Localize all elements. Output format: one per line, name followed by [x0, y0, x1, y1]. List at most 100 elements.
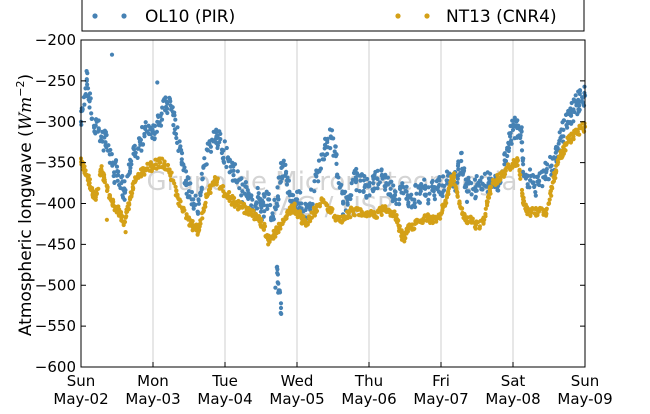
data-point-1-fill-719 [530, 207, 535, 212]
data-point-0-111 [510, 127, 516, 132]
data-point-0-76 [371, 181, 376, 186]
data-point-0-fill-257 [238, 177, 243, 182]
data-point-1-fill-334 [280, 217, 285, 222]
data-point-0-fill-82 [128, 165, 133, 170]
data-point-0-fill-191 [196, 198, 201, 203]
legend-marker-ol10-b [121, 13, 127, 19]
data-point-0-fill-10 [82, 102, 87, 107]
data-point-1-fill-759 [553, 175, 558, 181]
data-point-0-fill-135 [167, 95, 172, 100]
data-point-1-fill-785 [564, 141, 570, 146]
data-point-0-fill-255 [239, 193, 244, 198]
data-point-0-fill-521 [417, 191, 422, 196]
data-point-1-fill-555 [430, 220, 435, 226]
data-point-0-fill-67 [120, 193, 125, 198]
data-point-0-fill-289 [261, 200, 266, 205]
data-point-1-fill-761 [554, 169, 559, 174]
data-point-0-fill-378 [319, 152, 324, 157]
data-point-0-fill-552 [441, 174, 446, 179]
data-point-0-fill-651 [502, 158, 507, 163]
data-point-1-fill-363 [302, 217, 307, 222]
data-point-1-fill-359 [297, 209, 302, 215]
data-point-1-137 [123, 230, 128, 235]
data-point-0-fill-125 [156, 114, 161, 119]
y-tick-label-2: −300 [35, 113, 76, 131]
data-point-0-fill-119 [152, 136, 157, 141]
data-point-1-fill-175 [175, 192, 180, 197]
data-point-0-fill-577 [456, 159, 461, 164]
data-point-1-fill-59 [105, 184, 110, 190]
data-point-1-fill-6 [82, 164, 87, 169]
data-point-0-fill-332 [284, 182, 290, 187]
data-point-1-fill-605 [459, 206, 465, 211]
data-point-1-fill-458 [369, 208, 374, 214]
data-point-1-fill-718 [528, 213, 533, 218]
data-point-1-fill-329 [276, 226, 281, 231]
data-point-1-fill-172 [172, 181, 177, 186]
data-point-0-fill-103 [142, 134, 147, 139]
data-point-1-fill-381 [312, 213, 317, 218]
data-point-0-fill-172 [184, 183, 189, 188]
data-point-0-96 [456, 167, 461, 172]
data-point-1-fill-669 [500, 169, 505, 174]
data-point-1-fill-349 [292, 201, 297, 206]
data-point-0-fill-730 [544, 169, 549, 174]
data-point-1-fill-442 [356, 212, 361, 218]
data-point-1-fill-30 [94, 187, 99, 192]
data-point-0-fill-529 [426, 201, 431, 206]
data-point-1-fill-771 [559, 155, 564, 160]
data-point-0-fill-321 [279, 165, 284, 170]
data-point-1-fill-395 [321, 199, 326, 204]
data-point-0-fill-728 [545, 162, 550, 167]
x-tick-day-5: Fri [432, 372, 450, 390]
data-point-1-fill-639 [483, 211, 488, 217]
data-point-0-fill-167 [183, 169, 189, 174]
data-point-1-fill-575 [443, 198, 448, 203]
data-point-1-fill-179 [177, 197, 182, 202]
data-point-1-fill-324 [276, 230, 281, 235]
data-point-0-fill-451 [367, 184, 372, 189]
data-point-0-fill-772 [568, 111, 574, 116]
data-point-0-fill-551 [436, 189, 442, 194]
data-point-0-fill-441 [362, 174, 367, 179]
data-point-0-fill-453 [367, 193, 372, 198]
data-point-0-fill-528 [426, 197, 431, 202]
data-point-1-fill-643 [485, 199, 490, 204]
data-point-0-fill-100 [138, 137, 143, 142]
data-point-0-fill-808 [278, 305, 284, 311]
data-point-0-fill-274 [250, 197, 255, 202]
legend: OL10 (PIR) NT13 (CNR4) [81, 0, 585, 32]
data-point-1-fill-95 [122, 219, 128, 225]
data-point-1-fill-460 [369, 212, 374, 217]
data-point-0-fill-63 [115, 173, 121, 178]
data-point-1-fill-262 [232, 204, 237, 209]
data-point-1-fill-749 [548, 191, 553, 196]
data-point-0-fill-75 [122, 197, 127, 202]
data-point-0-fill-148 [172, 113, 177, 118]
data-point-0-fill-487 [393, 189, 398, 194]
data-point-0-fill-77 [122, 186, 127, 191]
data-point-0-fill-601 [469, 192, 474, 197]
data-point-0-fill-771 [569, 100, 574, 106]
data-point-1-fill-640 [483, 206, 488, 211]
data-point-0-fill-665 [508, 131, 513, 136]
data-point-0-fill-395 [328, 146, 333, 151]
data-point-0-fill-514 [412, 201, 417, 206]
data-point-0-fill-748 [557, 138, 562, 143]
data-point-0-fill-512 [413, 204, 418, 210]
data-point-0-fill-460 [375, 186, 380, 191]
data-point-1-fill-170 [174, 188, 179, 193]
data-point-0-fill-145 [171, 123, 176, 128]
data-point-1-fill-111 [131, 186, 136, 191]
data-point-0-fill-179 [187, 194, 192, 199]
data-point-1-fill-317 [270, 234, 275, 239]
data-point-0-fill-400 [333, 144, 338, 149]
data-point-1-fill-646 [485, 195, 491, 200]
data-point-0-fill-316 [276, 175, 281, 180]
x-tick-date-1: May-03 [125, 390, 180, 408]
y-tick-label-0: −200 [35, 31, 76, 49]
data-point-0-fill-685 [519, 148, 525, 153]
data-point-0-fill-412 [337, 185, 342, 190]
data-point-0-fill-623 [482, 171, 487, 176]
data-point-0-fill-226 [219, 147, 225, 152]
